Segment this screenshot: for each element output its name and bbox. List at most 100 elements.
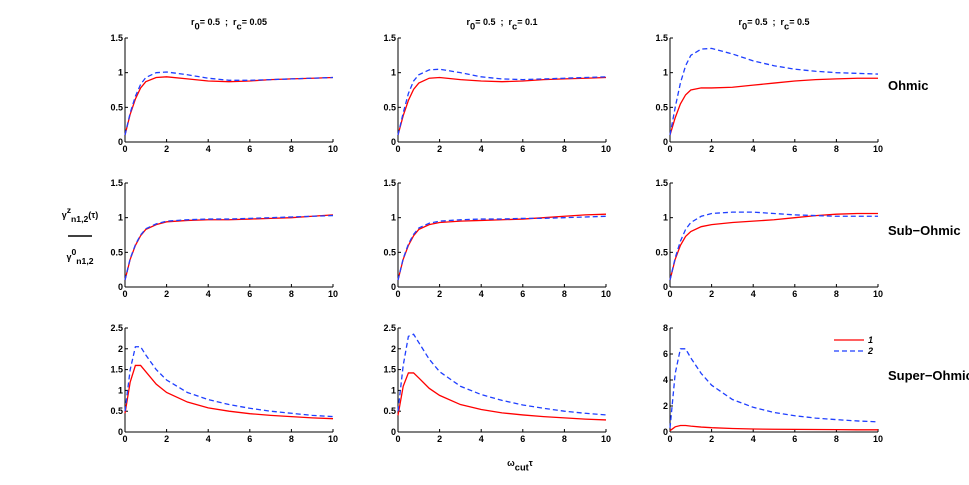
x-tick-label: 8 <box>562 289 567 299</box>
legend-label: 2 <box>867 346 873 356</box>
x-tick-label: 0 <box>395 434 400 444</box>
y-label-denominator-part: 0 <box>71 247 76 257</box>
y-label-denominator-part: γ <box>66 252 71 262</box>
y-tick-label: 1 <box>391 213 396 223</box>
x-tick-label: 8 <box>289 434 294 444</box>
series-line <box>397 68 607 136</box>
chart-title-part: 0 <box>742 22 747 32</box>
chart-title: r0= 0.5 ; rc= 0.5 <box>739 17 810 32</box>
y-tick-label: 0.5 <box>383 102 396 112</box>
x-tick-label: 0 <box>667 289 672 299</box>
x-tick-label: 10 <box>873 434 883 444</box>
chart-title-part: = 0.5 ; r <box>475 17 512 27</box>
x-tick-label: 8 <box>289 289 294 299</box>
x-label: ωcutτ <box>507 458 533 473</box>
chart-title-part: 0 <box>470 22 475 32</box>
y-tick-label: 2 <box>118 344 123 354</box>
series-line <box>397 372 607 421</box>
series-line <box>669 212 878 281</box>
chart-title-part: c <box>784 22 789 32</box>
y-tick-label: 1.5 <box>110 33 123 43</box>
y-tick-label: 0.5 <box>383 247 396 257</box>
y-label-numerator-part: (τ) <box>88 210 98 220</box>
series-line <box>397 76 607 136</box>
y-tick-label: 6 <box>663 349 668 359</box>
y-tick-label: 2 <box>663 401 668 411</box>
chart-title-part: = 0.05 <box>242 17 267 27</box>
series-line <box>397 213 607 281</box>
x-tick-label: 8 <box>834 434 839 444</box>
y-tick-label: 2 <box>391 344 396 354</box>
x-tick-label: 6 <box>247 434 252 444</box>
x-tick-label: 0 <box>667 144 672 154</box>
x-tick-label: 2 <box>709 434 714 444</box>
series-line <box>669 348 879 429</box>
chart-title: r0= 0.5 ; rc= 0.1 <box>467 17 538 32</box>
y-tick-label: 0.5 <box>655 102 668 112</box>
chart-title-part: = 0.5 <box>789 17 809 27</box>
x-tick-label: 2 <box>437 434 442 444</box>
y-tick-label: 2.5 <box>110 323 123 333</box>
x-tick-label: 10 <box>328 289 338 299</box>
y-label-numerator: γzn1,2(τ) <box>62 205 99 224</box>
x-tick-label: 10 <box>328 434 338 444</box>
x-tick-label: 8 <box>562 434 567 444</box>
x-tick-label: 2 <box>164 289 169 299</box>
series-line <box>397 333 607 416</box>
x-tick-label: 6 <box>247 289 252 299</box>
y-tick-label: 4 <box>663 375 668 385</box>
y-tick-label: 1.5 <box>383 33 396 43</box>
series-line <box>124 214 334 281</box>
x-tick-label: 10 <box>328 144 338 154</box>
y-tick-label: 1.5 <box>655 33 668 43</box>
y-tick-label: 0 <box>118 427 123 437</box>
y-tick-label: 0.5 <box>110 247 123 257</box>
x-tick-label: 4 <box>479 144 484 154</box>
series-line <box>397 215 607 281</box>
y-tick-label: 1 <box>118 385 123 395</box>
x-tick-label: 8 <box>562 144 567 154</box>
x-tick-label: 6 <box>792 144 797 154</box>
x-tick-label: 0 <box>667 434 672 444</box>
x-tick-label: 10 <box>873 144 883 154</box>
x-tick-label: 10 <box>601 289 611 299</box>
series-line <box>124 214 334 281</box>
row-label: Ohmic <box>888 78 928 93</box>
chart-title-part: r <box>739 17 743 27</box>
series-line <box>124 76 334 136</box>
y-label-numerator-part: γ <box>62 210 67 220</box>
y-tick-label: 2.5 <box>383 323 396 333</box>
series-line <box>124 364 334 420</box>
series-line <box>669 77 878 136</box>
x-tick-label: 2 <box>437 144 442 154</box>
y-tick-label: 0 <box>663 137 668 147</box>
x-tick-label: 0 <box>122 434 127 444</box>
x-tick-label: 10 <box>873 289 883 299</box>
series-line <box>669 424 878 432</box>
x-tick-label: 2 <box>709 289 714 299</box>
y-label-numerator-part: n1,2 <box>71 214 88 224</box>
x-tick-label: 8 <box>289 144 294 154</box>
x-tick-label: 4 <box>206 144 211 154</box>
x-tick-label: 6 <box>520 434 525 444</box>
y-label-denominator: γ0n1,2 <box>66 247 93 266</box>
chart-title-part: c <box>512 22 517 32</box>
x-tick-label: 0 <box>122 289 127 299</box>
series-line <box>124 71 334 136</box>
x-tick-label: 4 <box>751 289 756 299</box>
x-tick-label: 4 <box>479 289 484 299</box>
x-tick-label: 0 <box>395 289 400 299</box>
y-tick-label: 0 <box>391 282 396 292</box>
x-tick-label: 6 <box>792 434 797 444</box>
y-tick-label: 0 <box>663 282 668 292</box>
x-tick-label: 6 <box>520 144 525 154</box>
x-label-part: cut <box>515 463 529 473</box>
x-tick-label: 6 <box>792 289 797 299</box>
x-tick-label: 4 <box>751 434 756 444</box>
row-label: Super−Ohmic <box>888 368 969 383</box>
chart-title-part: r <box>467 17 471 27</box>
y-label-numerator-part: z <box>67 205 71 215</box>
y-tick-label: 0.5 <box>110 406 123 416</box>
chart-title-part: = 0.1 <box>517 17 537 27</box>
